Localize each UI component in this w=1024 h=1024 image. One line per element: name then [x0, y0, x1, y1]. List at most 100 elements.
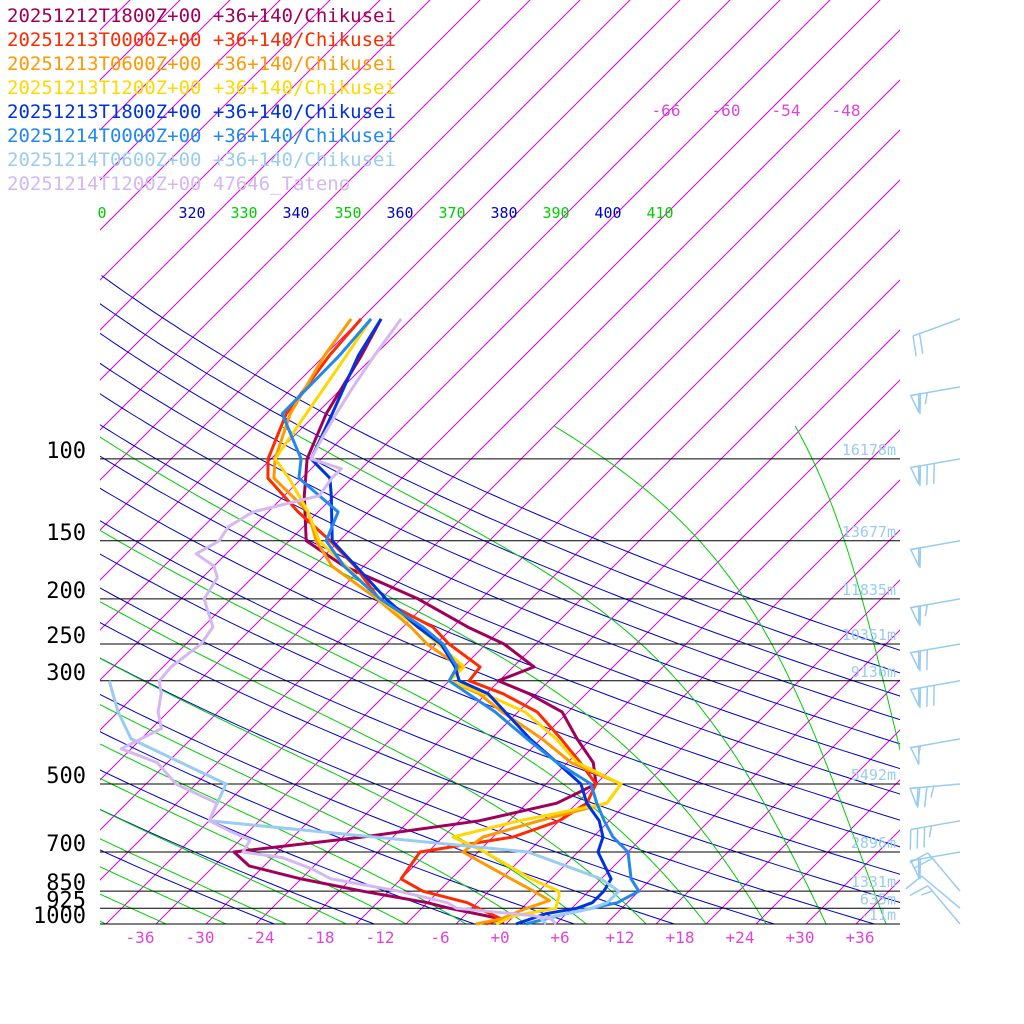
temperature-tick-label: -12	[366, 928, 395, 947]
temperature-tick-label: +0	[490, 928, 509, 947]
legend-entry: 20251213T1800Z+00 +36+140/Chikusei	[7, 101, 396, 123]
pressure-label: 100	[46, 439, 86, 464]
pressure-label: 300	[46, 661, 86, 686]
temperature-tick-label: -30	[186, 928, 215, 947]
dry-adiabat-line	[100, 657, 777, 924]
theta-label: 370	[438, 204, 465, 222]
moist-adiabat-line	[100, 809, 348, 924]
dry-adiabat-line	[100, 587, 900, 903]
height-label: 1331m	[851, 873, 896, 891]
moist-adiabat-line	[794, 425, 900, 752]
isotherm-line	[100, 0, 481, 381]
pressure-label: 925	[46, 888, 86, 913]
wind-barb	[909, 820, 961, 850]
wind-barb	[909, 540, 961, 569]
dry-adiabat-line	[100, 393, 900, 745]
height-label: 16178m	[842, 441, 896, 459]
isotherm-line	[100, 0, 681, 581]
wind-barb	[912, 318, 961, 357]
legend-entry: 20251213T0600Z+00 +36+140/Chikusei	[7, 53, 396, 75]
isotherm-line	[555, 579, 900, 924]
pressure-label: 700	[46, 832, 86, 857]
upper-temp-label: -54	[772, 101, 801, 120]
theta-label: 380	[490, 204, 517, 222]
upper-temp-label: -48	[832, 101, 861, 120]
chart-legend: 20251212T1800Z+00 +36+140/Chikusei 202512…	[7, 4, 396, 196]
upper-temp-label: -60	[712, 101, 741, 120]
height-label: 13677m	[842, 523, 896, 541]
temperature-tick-label: -18	[306, 928, 335, 947]
isotherm-line	[100, 0, 881, 781]
isotherm-line	[405, 429, 900, 924]
temperature-profile-line	[119, 318, 558, 926]
pressure-label: 500	[46, 764, 86, 789]
temperature-profile-line	[107, 680, 621, 926]
isotherm-line	[100, 0, 281, 181]
theta-label: 410	[646, 204, 673, 222]
temperature-tick-label: +12	[606, 928, 635, 947]
isotherm-line	[255, 279, 900, 924]
moist-adiabat-line	[100, 436, 767, 924]
isotherm-line	[100, 0, 431, 331]
pressure-label: 150	[46, 521, 86, 546]
theta-label: 340	[282, 204, 309, 222]
isotherm-line	[100, 0, 781, 681]
moist-adiabat-line	[100, 893, 168, 924]
wind-barb	[909, 738, 961, 765]
moist-adiabat-line	[553, 425, 887, 924]
moist-adiabat-line	[280, 425, 827, 924]
height-label: -11m	[860, 906, 896, 924]
theta-label: 350	[334, 204, 361, 222]
dry-adiabat-line	[100, 808, 376, 924]
theta-label: 0	[97, 204, 106, 222]
isotherm-line	[355, 379, 900, 924]
wind-barb	[909, 852, 961, 892]
dry-adiabat-line	[100, 622, 877, 924]
theta-label: 400	[594, 204, 621, 222]
isotherm-line	[100, 0, 381, 281]
isotherm-line	[100, 79, 900, 881]
wind-barb	[909, 386, 961, 415]
wind-barb	[909, 598, 961, 627]
upper-temp-label: -66	[652, 101, 681, 120]
isotherm-line	[705, 729, 900, 924]
temperature-tick-label: +36	[846, 928, 875, 947]
legend-entry: 20251214T0600Z+00 +36+140/Chikusei	[7, 149, 396, 171]
dry-adiabat-line	[100, 332, 900, 697]
wind-barb	[909, 783, 961, 808]
isotherm-line	[605, 629, 900, 924]
isotherm-line	[505, 529, 900, 924]
isotherm-line	[100, 0, 731, 631]
temperature-tick-label: +30	[786, 928, 815, 947]
height-label: 5492m	[851, 766, 896, 784]
temperature-tick-label: +18	[666, 928, 695, 947]
temperature-profile-line	[266, 317, 598, 926]
dry-adiabat-line	[100, 362, 900, 721]
pressure-label: 1000	[33, 904, 86, 929]
isotherm-line	[906, 0, 1024, 924]
temperature-tick-label: -24	[246, 928, 275, 947]
legend-entry: 20251213T1200Z+00 +36+140/Chikusei	[7, 77, 396, 99]
wind-barb	[909, 885, 961, 925]
isotherm-line	[755, 779, 900, 924]
dry-adiabat-line	[100, 303, 900, 674]
wind-barb	[909, 458, 961, 487]
isotherm-line	[155, 179, 900, 924]
theta-label: 390	[542, 204, 569, 222]
dry-adiabat-line	[100, 487, 900, 821]
temperature-tick-label: -6	[430, 928, 449, 947]
pressure-label: 850	[46, 871, 86, 896]
isotherm-line	[1006, 0, 1024, 924]
theta-label: 320	[178, 204, 205, 222]
height-label: 11835m	[842, 581, 896, 599]
isotherm-line	[205, 229, 900, 924]
moist-adiabat-line	[100, 529, 707, 924]
dry-adiabat-line	[100, 731, 577, 924]
isotherm-line	[805, 829, 900, 924]
moist-adiabat-line	[100, 777, 408, 924]
temperature-profile-line	[272, 318, 623, 926]
isotherm-line	[455, 479, 900, 924]
wind-barb	[909, 643, 961, 672]
